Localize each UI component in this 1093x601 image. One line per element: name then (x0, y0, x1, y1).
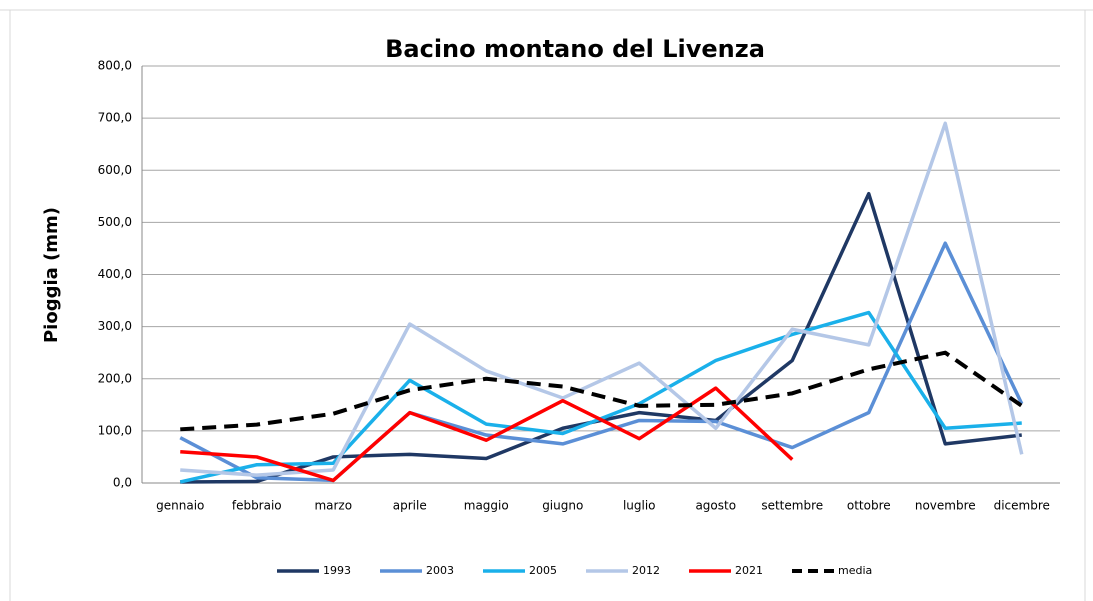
chart-title: Bacino montano del Livenza (385, 35, 765, 63)
series-line (179, 241, 1024, 483)
y-tick-label: 300,0 (98, 319, 132, 333)
series-line (180, 121, 1024, 477)
y-tick-label: 800,0 (98, 59, 132, 73)
legend-label: media (838, 564, 872, 577)
legend-label: 2012 (632, 564, 660, 577)
x-tick-label: dicembre (994, 499, 1050, 513)
y-axis-title: Pioggia (mm) (41, 207, 62, 343)
x-tick-label: aprile (393, 499, 427, 513)
x-tick-label: gennaio (156, 499, 204, 513)
legend-label: 1993 (323, 564, 351, 577)
x-tick-label: agosto (695, 499, 736, 513)
x-tick-label: giugno (542, 499, 583, 513)
series-line (180, 350, 1023, 432)
x-tick-label: febbraio (232, 499, 282, 513)
legend-label: 2021 (735, 564, 763, 577)
x-tick-label: maggio (464, 499, 509, 513)
y-tick-label: 100,0 (98, 423, 132, 437)
legend-label: 2003 (426, 564, 454, 577)
x-tick-label: luglio (623, 499, 656, 513)
y-tick-label: 600,0 (98, 163, 132, 177)
x-tick-label: settembre (761, 499, 823, 513)
y-tick-label: 700,0 (98, 111, 132, 125)
x-tick-label: ottobre (847, 499, 891, 513)
x-tick-label: marzo (314, 499, 352, 513)
x-tick-label: novembre (915, 499, 976, 513)
y-tick-label: 200,0 (98, 371, 132, 385)
legend-label: 2005 (529, 564, 557, 577)
y-tick-label: 0,0 (113, 476, 132, 490)
y-tick-label: 400,0 (98, 267, 132, 281)
y-tick-label: 500,0 (98, 215, 132, 229)
